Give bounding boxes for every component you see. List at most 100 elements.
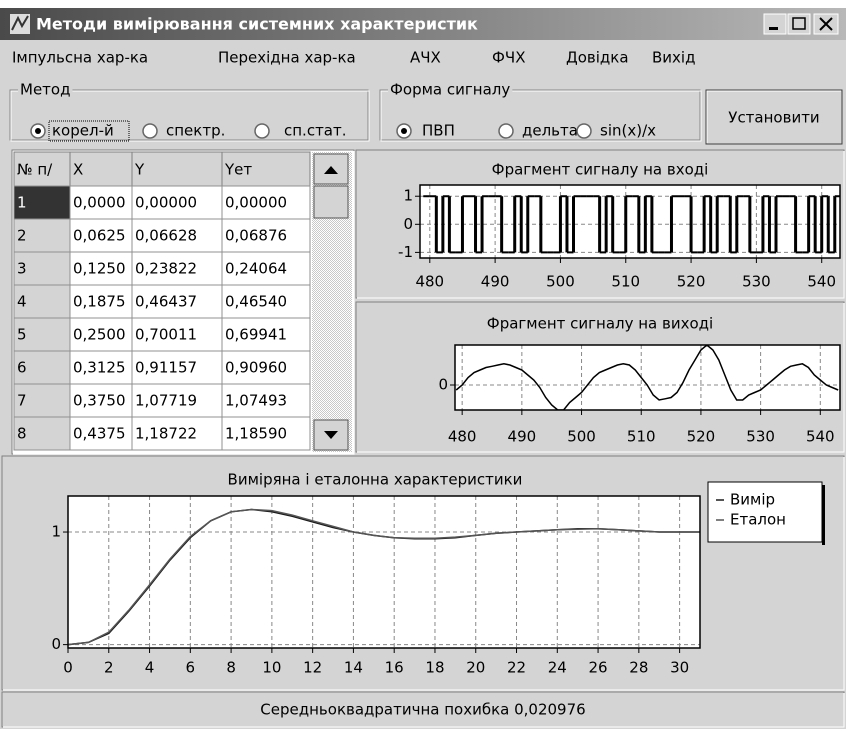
menu-item[interactable]: Вихід [652,49,695,67]
chart-title: Виміряна і еталонна характеристики [228,471,523,489]
table-cell-text: 0,46540 [225,293,287,311]
x-tick-label: 490 [481,273,510,291]
x-tick-label: 0 [63,659,73,677]
table-cell-text: 0,24064 [225,260,287,278]
title-bar [0,8,846,40]
x-tick-label: 24 [548,659,567,677]
button-label[interactable]: Установити [728,109,819,127]
radio-label[interactable]: ПВП [422,122,455,140]
menu-item[interactable]: Довідка [566,49,629,67]
table-cell [131,317,223,352]
status-bar [1,691,845,728]
radio-button[interactable] [254,123,270,139]
radio-button[interactable] [498,123,514,139]
table-cell [221,185,311,220]
table-cell-text: 1,07493 [225,392,287,410]
row-header-cell [13,284,71,319]
table-cell [69,185,133,220]
x-tick-label: 480 [415,273,444,291]
table-cell-text: 0,2500 [73,326,126,344]
radio-dot [401,128,407,134]
status-bar-edge [3,693,845,728]
table-cell-text: 0,69941 [225,326,287,344]
plot-area [455,345,840,410]
table-cell-text: 0,23822 [135,260,197,278]
table-cell [69,317,133,352]
row-header-cell [13,251,71,286]
table-cell-text: 3 [17,260,27,278]
radio-button[interactable] [142,123,158,139]
table-cell-text: 0,1875 [73,293,126,311]
x-tick-label: 14 [344,659,363,677]
chart-title: Фрагмент сигналу на виході [487,315,713,333]
group-box-hl [10,90,370,142]
x-tick-label: 6 [186,659,196,677]
table-header: № п/ [17,161,53,179]
x-tick-label: 18 [425,659,444,677]
table-cell [131,218,223,253]
table-cell-text: 1,18590 [225,425,287,443]
radio-button[interactable] [576,123,592,139]
radio-label[interactable]: корел-й [52,122,114,140]
close-button[interactable] [813,13,839,35]
app-icon [10,14,30,34]
chart: Фрагмент сигналу на виході 0 480 490 500 510 5… [438,315,841,446]
radio-label[interactable]: сп.стат. [284,122,347,140]
plot-frame [419,184,841,259]
radio-label[interactable]: спектр. [166,122,225,140]
x-tick-label: 530 [742,273,771,291]
x-tick-label: 8 [226,659,236,677]
window-title: Методи вимірювання системних характерист… [36,15,478,34]
focus-rect [48,120,130,142]
radio-label[interactable]: sin(x)/x [600,122,656,140]
button[interactable] [705,89,843,145]
table-cell [69,251,133,286]
table-cell-text: 0,1250 [73,260,126,278]
scroll-up[interactable] [313,153,349,185]
table-cell-text: 8 [17,425,27,443]
menu-item[interactable]: Перехідна хар-ка [218,49,356,67]
table-cell [221,218,311,253]
chart-title: Фрагмент сигналу на вході [492,161,709,179]
table-cell-text: 6 [17,359,27,377]
maximize-button[interactable] [787,13,811,35]
menu-item[interactable]: Імпульсна хар-ка [12,49,148,67]
chart-panel-edge [357,151,845,299]
table-cell-text: 2 [17,227,27,245]
radio-label[interactable]: дельта [522,122,578,140]
group-label: Метод [20,81,70,99]
y-tick-label: 1 [51,523,61,541]
y-tick-label: 0 [51,635,61,653]
table-cell [69,416,133,451]
table-header: X [73,161,83,179]
table-cell-text: 0,3125 [73,359,126,377]
x-tick-label: 26 [589,659,608,677]
group-box [379,89,701,141]
table-cell [69,218,133,253]
table-cell-text: 0,06876 [225,227,287,245]
table-header: Y [134,161,145,179]
data-line [68,508,700,646]
group-box [9,89,369,141]
table-cell-text: 7 [17,392,27,410]
plot-frame [454,344,841,411]
table-cell [131,251,223,286]
menu-item[interactable]: ФЧХ [492,49,525,67]
table-header: Yет [224,161,252,179]
table-cell [221,317,311,352]
row-header-cell [13,416,71,451]
table-frame-edge [13,151,355,455]
x-tick-label: 4 [145,659,155,677]
plot-content [68,508,700,646]
x-tick-label: 480 [448,428,477,446]
x-tick-label: 16 [385,659,404,677]
legend-box [707,481,823,543]
scroll-thumb[interactable] [313,185,349,219]
x-tick-label: 500 [567,428,596,446]
menu-item[interactable]: АЧХ [410,49,441,67]
y-tick-label: 0 [403,215,413,233]
x-tick-label: 530 [746,428,775,446]
x-tick-label: 12 [303,659,322,677]
minimize-button[interactable] [763,13,787,35]
